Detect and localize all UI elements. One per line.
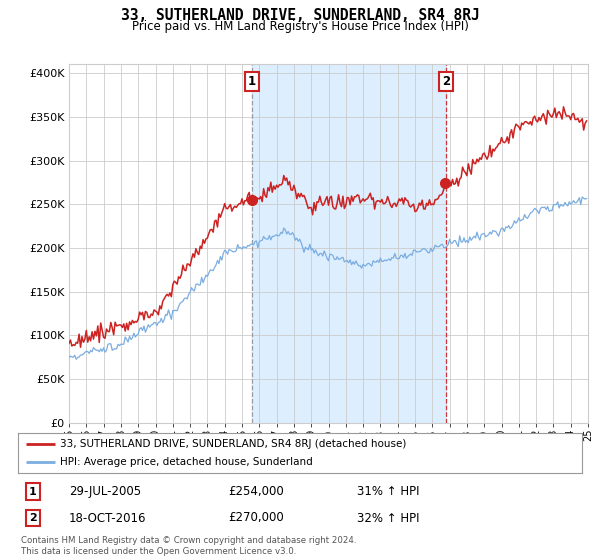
Text: 33, SUTHERLAND DRIVE, SUNDERLAND, SR4 8RJ: 33, SUTHERLAND DRIVE, SUNDERLAND, SR4 8R…	[121, 8, 479, 24]
Text: HPI: Average price, detached house, Sunderland: HPI: Average price, detached house, Sund…	[60, 458, 313, 467]
Text: 1: 1	[29, 487, 37, 497]
Text: 32% ↑ HPI: 32% ↑ HPI	[357, 511, 419, 525]
Text: 1: 1	[248, 76, 256, 88]
Text: 29-JUL-2005: 29-JUL-2005	[69, 485, 141, 498]
Text: Contains HM Land Registry data © Crown copyright and database right 2024.
This d: Contains HM Land Registry data © Crown c…	[21, 536, 356, 556]
Text: 31% ↑ HPI: 31% ↑ HPI	[357, 485, 419, 498]
Text: 18-OCT-2016: 18-OCT-2016	[69, 511, 146, 525]
Text: 2: 2	[442, 76, 450, 88]
Text: £254,000: £254,000	[228, 485, 284, 498]
Text: 33, SUTHERLAND DRIVE, SUNDERLAND, SR4 8RJ (detached house): 33, SUTHERLAND DRIVE, SUNDERLAND, SR4 8R…	[60, 439, 407, 449]
Text: 2: 2	[29, 513, 37, 523]
Text: Price paid vs. HM Land Registry's House Price Index (HPI): Price paid vs. HM Land Registry's House …	[131, 20, 469, 32]
Bar	[252, 64, 446, 423]
Text: £270,000: £270,000	[228, 511, 284, 525]
